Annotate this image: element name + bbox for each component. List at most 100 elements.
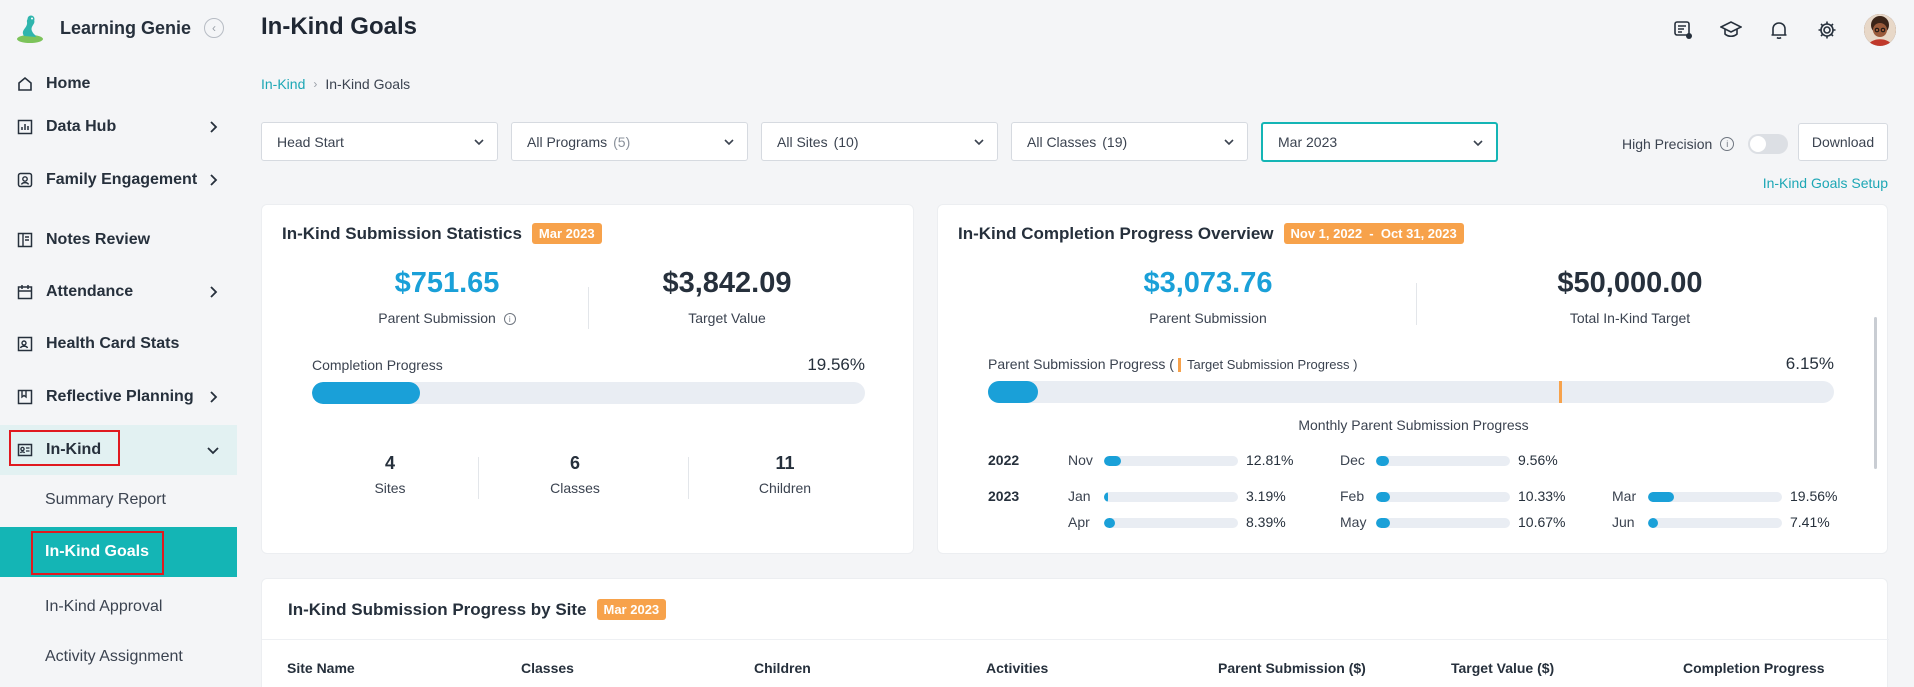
completion-progress-bar [312,382,865,404]
brand-name: Learning Genie [60,17,192,38]
sidebar-item-family-engagement[interactable]: Family Engagement [0,158,237,202]
in-kind-goals-setup-link[interactable]: In-Kind Goals Setup [1762,175,1888,191]
target-value-label: Target Value [688,310,766,326]
sidebar-item-attendance[interactable]: Attendance [0,270,237,314]
sidebar-item-label: In-Kind [46,441,102,458]
sites-count-value: 4 [384,453,395,473]
notes-icon [16,231,34,249]
sidebar-subitem-in-kind-approval[interactable]: In-Kind Approval [0,582,237,632]
sidebar-subitem-in-kind-goals[interactable]: In-Kind Goals [0,527,237,577]
sidebar-item-reflective-planning[interactable]: Reflective Planning [0,375,237,419]
target-marker [1559,381,1563,403]
parent-submission-progress-legend: Parent Submission Progress ( Target Submi… [988,356,1358,373]
chevron-down-icon [724,139,734,146]
scrollbar[interactable] [1874,317,1877,469]
month-label: Jun [1612,514,1635,530]
classes-select[interactable]: All Classes (19) [1011,122,1248,161]
month-label: Nov [1068,452,1093,468]
chevron-down-icon [974,139,984,146]
parent-submission-total-value: $3,073.76 [1143,267,1273,299]
target-submission-progress-label: Target Submission Progress ) [1186,357,1358,372]
month-select[interactable]: Mar 2023 [1261,122,1498,162]
programs-count: (5) [613,133,631,150]
sites-select-value: All Sites [777,133,828,150]
month-label: May [1340,514,1367,530]
home-icon [16,75,34,93]
download-button[interactable]: Download [1798,123,1888,161]
overall-progress-fill [988,381,1039,403]
column-header-completion-progress[interactable]: Completion Progress [1683,660,1825,676]
children-count-label: Children [758,480,812,496]
sidebar-item-label: Data Hub [46,118,117,135]
target-marker-legend-icon [1177,358,1181,373]
divider [478,457,479,499]
card-title: In-Kind Submission Statistics Mar 2023 [282,223,602,244]
programs-select-value: All Programs [527,133,608,150]
column-header-classes[interactable]: Classes [521,660,574,676]
bell-icon[interactable] [1768,19,1790,41]
breadcrumb-link-in-kind[interactable]: In-Kind [261,76,306,92]
month-progress-fill [1648,492,1675,502]
column-header-target-value[interactable]: Target Value ($) [1451,660,1555,676]
high-precision-control: High Precision i [1622,134,1789,154]
column-header-activities[interactable]: Activities [986,660,1049,676]
feedback-icon[interactable] [1672,19,1694,41]
sites-select[interactable]: All Sites (10) [761,122,998,161]
sidebar-item-health-card-stats[interactable]: Health Card Stats [0,322,237,366]
month-progress-bar [1648,492,1782,502]
column-header-parent-submission[interactable]: Parent Submission ($) [1218,660,1366,676]
chevron-down-icon [1473,140,1483,147]
sidebar-item-home[interactable]: Home [0,62,237,106]
column-header-children[interactable]: Children [754,660,811,676]
agency-select[interactable]: Head Start [261,122,498,161]
chart-icon [16,118,34,136]
breadcrumb: In-Kind › In-Kind Goals [261,76,410,92]
programs-select[interactable]: All Programs (5) [511,122,748,161]
sidebar-item-label: Home [46,75,91,92]
parent-submission-label-text: Parent Submission [378,310,496,326]
month-progress-bar [1648,518,1782,528]
completion-progress-fill [312,382,421,404]
sidebar-subitem-activity-assignment[interactable]: Activity Assignment [0,632,237,682]
month-progress-percent: 12.81% [1246,452,1294,468]
classes-count: (19) [1102,133,1128,150]
graduation-cap-icon[interactable] [1720,19,1742,41]
month-label: Feb [1340,488,1365,504]
sidebar-item-in-kind[interactable]: In-Kind [0,425,237,475]
info-icon[interactable]: i [1720,137,1735,151]
sidebar-item-label: Family Engagement [46,171,198,188]
top-toolbar [1672,14,1896,46]
column-header-site-name[interactable]: Site Name [287,660,355,676]
month-progress-fill [1104,518,1116,528]
month-progress-fill [1104,456,1122,466]
month-progress-percent: 7.41% [1790,514,1830,530]
sidebar-subitem-summary-report[interactable]: Summary Report [0,475,237,525]
high-precision-toggle[interactable] [1748,134,1789,154]
gear-icon[interactable] [1816,19,1838,41]
avatar[interactable] [1864,14,1896,46]
completion-overview-card: In-Kind Completion Progress Overview Nov… [937,204,1888,554]
brand[interactable]: Learning Genie ‹ [14,12,224,44]
divider [588,287,589,329]
children-count-value: 11 [775,453,795,473]
sidebar-item-data-hub[interactable]: Data Hub [0,105,237,149]
info-icon[interactable]: i [503,313,516,326]
month-progress-percent: 8.39% [1246,514,1286,530]
chevron-right-icon [210,391,218,403]
collapse-sidebar-icon[interactable]: ‹ [204,18,224,38]
completion-progress-label: Completion Progress [312,357,443,373]
card-title-text: In-Kind Submission Statistics [282,223,522,243]
classes-select-value: All Classes [1027,133,1097,150]
sidebar-item-notes-review[interactable]: Notes Review [0,218,237,262]
sidebar-item-label: Health Card Stats [46,335,180,352]
parent-submission-value: $751.65 [394,267,500,299]
sidebar-subitem-label: Activity Assignment [45,648,183,665]
parent-submission-progress-label: Parent Submission Progress ( [988,356,1174,372]
overall-progress-percent: 6.15% [1785,354,1834,373]
planning-icon [16,388,34,406]
chevron-right-icon [210,174,218,186]
chevron-down-icon [207,447,219,455]
submission-statistics-card: In-Kind Submission Statistics Mar 2023 $… [261,204,914,554]
page-title: In-Kind Goals [261,13,417,40]
classes-count-label: Classes [550,480,600,496]
